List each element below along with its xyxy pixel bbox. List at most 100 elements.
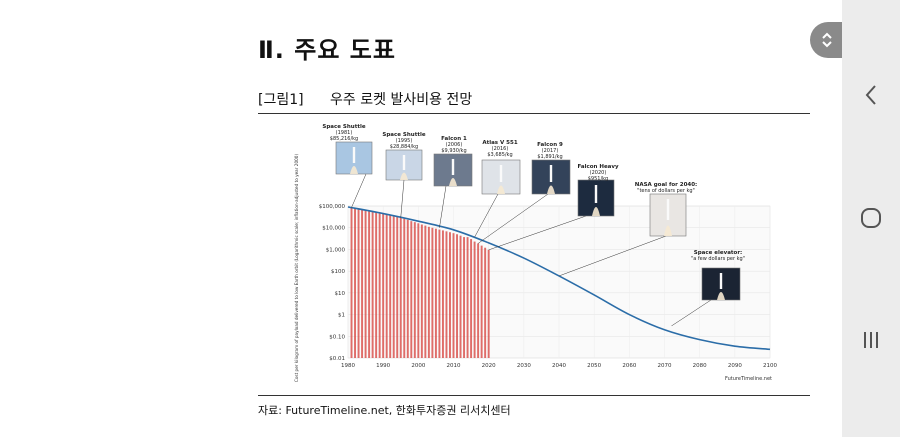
annotation-leader [400,179,405,218]
android-nav-bar [842,0,900,437]
caption-rule [258,113,810,114]
label-falcon-heavy: Falcon Heavy (2020) $951/kg [577,164,619,182]
y-axis-label: Cost per kilogram of payload delivered t… [294,154,299,383]
cost-bar [354,208,357,358]
y-tick-label: $0.01 [329,356,345,362]
cost-bar [385,214,388,358]
y-tick-label: $10,000 [322,226,345,232]
cost-bar [463,237,466,358]
home-button[interactable] [842,198,900,238]
cost-bar [410,221,413,358]
cost-bar [357,208,360,358]
x-tick-label: 2010 [447,363,461,369]
cost-bar [368,210,371,358]
x-tick-label: 2090 [728,363,742,369]
cost-bar [396,216,399,358]
back-button[interactable] [842,75,900,115]
x-tick-label: 2080 [693,363,707,369]
label-space-elevator: Space elevator: "a few dollars per kg" [690,250,746,262]
rocket-photo [701,267,741,301]
annotation-leader [439,185,447,228]
launch-cost-chart: $100,000 $10,000 $1,000 $100 $10 $1 $0.10 $0.01… [286,118,786,388]
figure-number: [그림1] [258,92,304,108]
cost-bar [473,241,476,358]
cost-bar [427,226,430,358]
y-tick-label: $0.10 [329,334,345,340]
cost-bar [364,209,367,358]
source-note: 자료: FutureTimeline.net, 한화투자증권 리서치센터 [258,404,511,417]
rocket-photo [433,153,473,187]
annotation-leader [351,173,367,208]
cost-bar [470,239,473,358]
annotation-leader [488,215,587,251]
rocket-photo [649,193,687,237]
x-tick-label: 2030 [517,363,531,369]
figure-title: 우주 로켓 발사비용 전망 [330,92,473,108]
cost-bar [466,237,469,358]
cost-bar [445,231,448,358]
cost-bar [434,228,437,358]
cost-bar [449,232,451,358]
document-page: Ⅱ. 주요 도표 [그림1] 우주 로켓 발사비용 전망 $100,000 $10… [258,22,844,417]
cost-bar [375,211,378,358]
cost-bar [413,222,416,358]
cost-bar [350,207,353,358]
y-tick-label: $100,000 [319,204,346,210]
y-tick-label: $10 [335,291,346,297]
annotation-leader [558,235,667,277]
y-tick-labels: $100,000 $10,000 $1,000 $100 $10 $1 $0.10 $0.01 [319,204,346,362]
chevron-left-icon [865,85,876,105]
y-tick-label: $1,000 [326,247,346,253]
figure-caption: [그림1] 우주 로켓 발사비용 전망 [258,89,472,109]
cost-bar [399,217,402,358]
x-tick-label: 2100 [763,363,777,369]
cost-bar [459,235,462,358]
cost-bar [389,214,392,358]
cost-bar [438,229,441,358]
circle-home-icon [861,208,881,228]
cost-bar [382,213,385,358]
x-tick-label: 1990 [376,363,390,369]
cost-bar [361,209,364,358]
cost-bar [441,230,444,358]
cost-bar [392,215,395,358]
label-atlas-v: Atlas V 551 (2016) $3,685/kg [482,140,518,158]
chart-svg: $100,000 $10,000 $1,000 $100 $10 $1 $0.10 $0.01… [294,141,777,383]
section-title: Ⅱ. 주요 도표 [258,36,396,64]
annotation-leader [671,299,712,327]
x-tick-label: 2050 [587,363,601,369]
source-rule [258,395,810,396]
y-tick-label: $100 [331,269,345,275]
label-shuttle-1995: Space Shuttle (1995) $28,884/kg [382,132,426,150]
cost-bar [406,219,409,358]
y-tick-label: $1 [338,313,345,319]
annotation-leader [477,193,549,244]
label-shuttle-1981: Space Shuttle (1981) $85,216/kg [322,124,366,142]
x-tick-label: 2060 [622,363,636,369]
label-falcon9: Falcon 9 (2017) $1,891/kg [537,142,563,160]
label-nasa-goal: NASA goal for 2040: "tens of dollars per… [634,182,698,194]
scroll-arrows-icon [822,32,832,48]
annotation-leader [474,193,499,238]
cost-bar [484,247,487,358]
label-falcon1: Falcon 1 (2006) $9,930/kg [441,136,467,154]
x-tick-label: 2070 [658,363,672,369]
cost-bar [371,211,374,358]
x-tick-label: 2040 [552,363,566,369]
cost-bar [480,245,483,358]
cost-bar [424,225,427,358]
recents-button[interactable] [842,320,900,360]
x-tick-label: 2020 [482,363,496,369]
scroll-handle[interactable] [810,22,844,58]
recents-icon [864,332,878,348]
x-tick-label: 2000 [411,363,425,369]
cost-bar [420,224,423,358]
chart-bars [350,207,490,358]
cost-bar [417,223,420,358]
cost-bar [403,218,406,358]
x-tick-labels: 1980 1990 2000 2010 2020 2030 2040 2050 2060 2070… [341,363,777,369]
cost-bar [477,243,480,358]
rocket-photos [335,141,741,301]
cost-bar [452,233,455,358]
chart-credit: FutureTimeline.net [725,376,772,382]
